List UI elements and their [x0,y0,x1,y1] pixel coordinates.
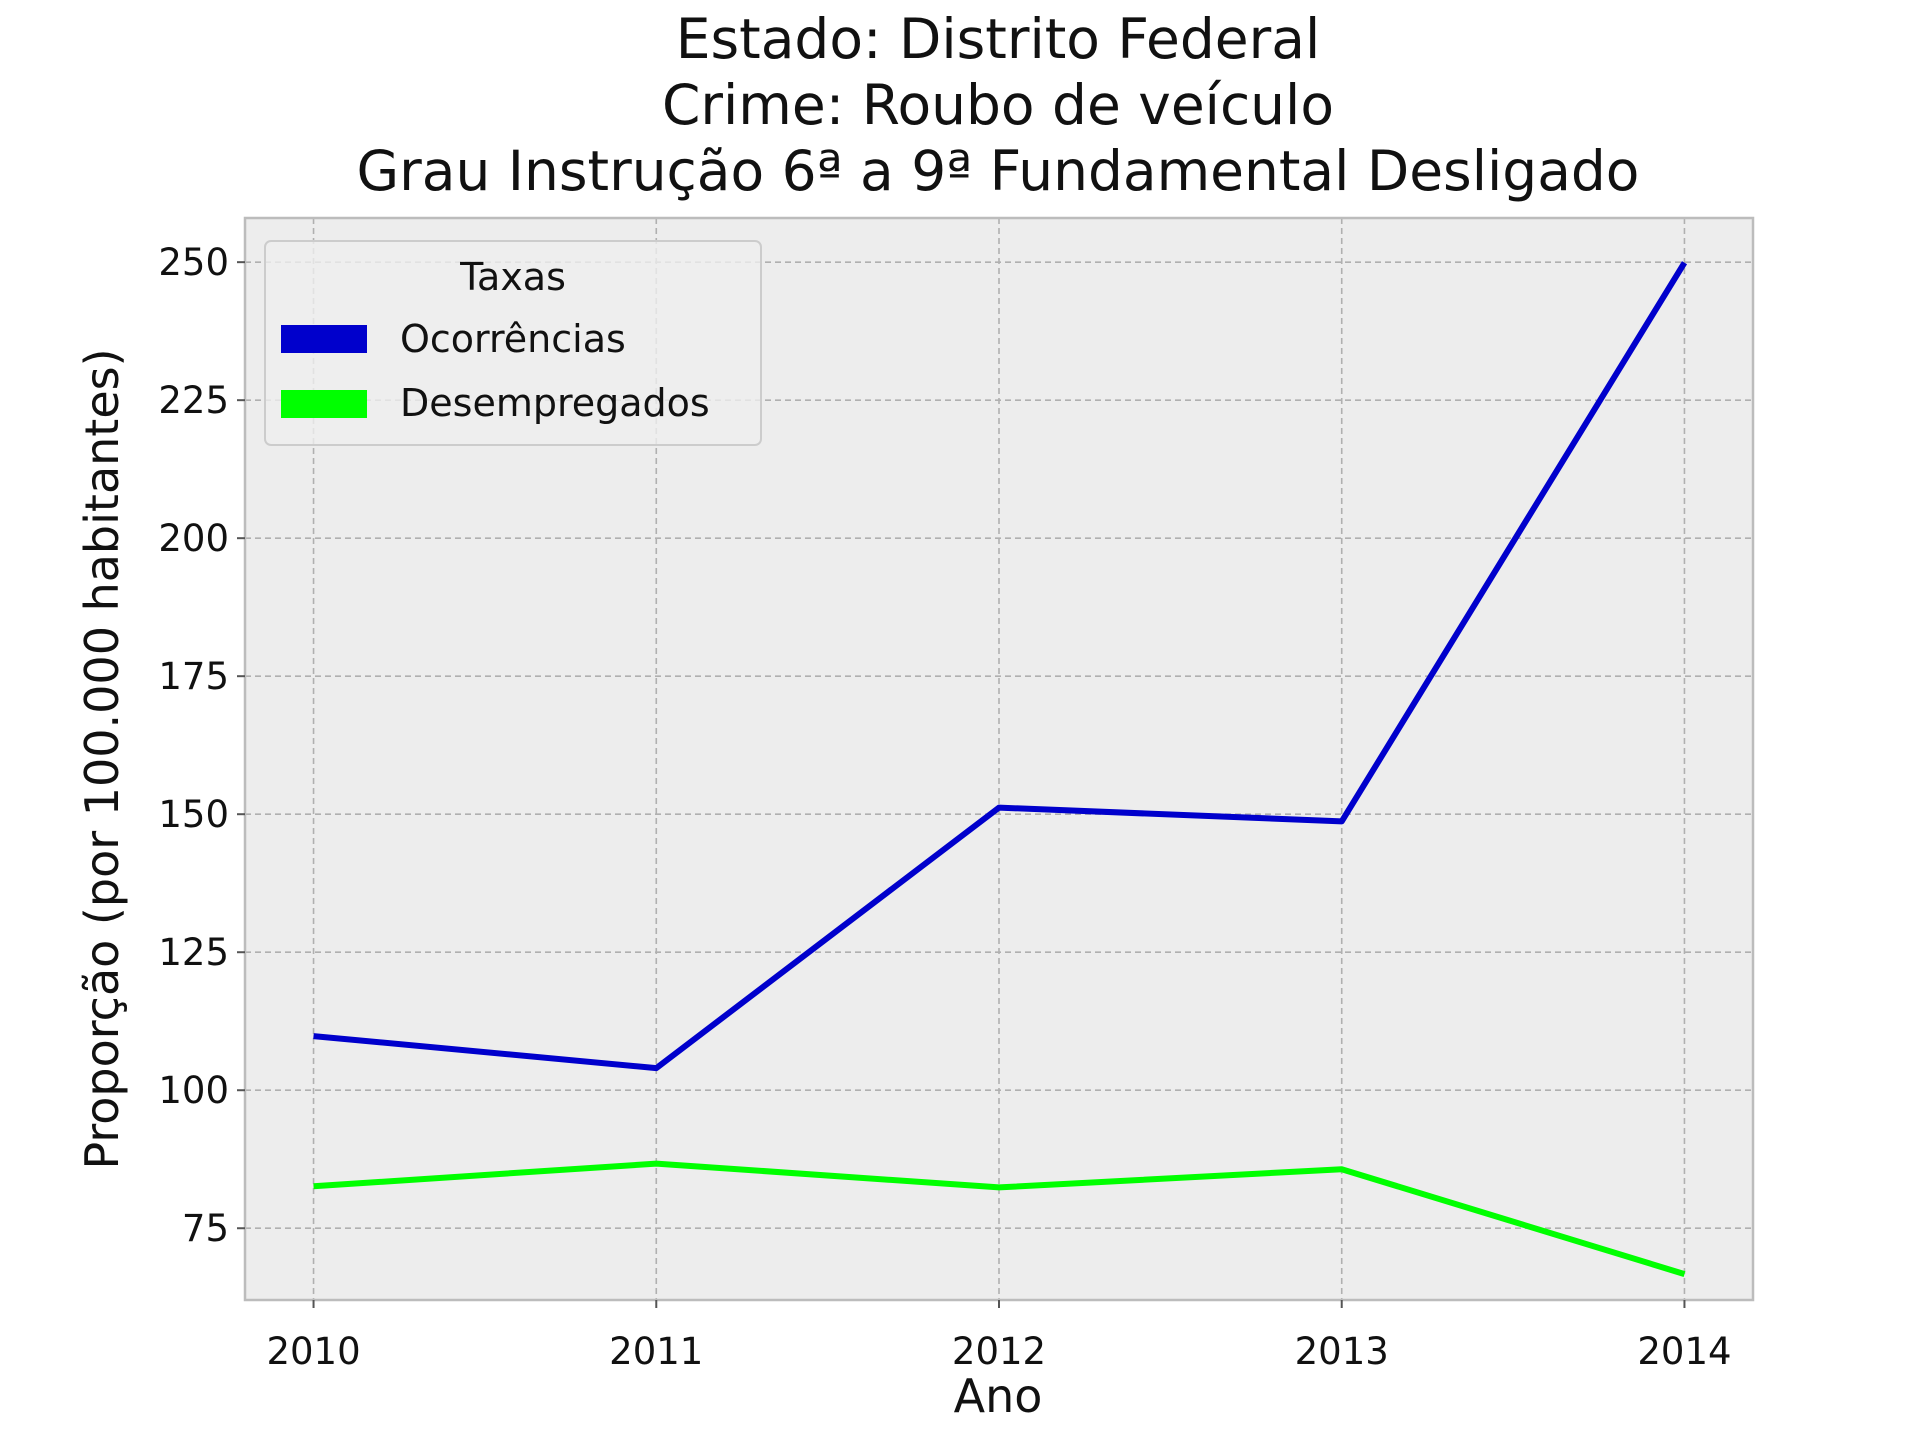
y-axis-label: Proporção (por 100.000 habitantes) [75,348,129,1169]
legend-label-ocorrencias: Ocorrências [400,317,626,361]
x-tick-label: 2014 [1637,1330,1731,1373]
y-tick-label: 150 [158,793,229,836]
series-lines [313,261,1688,1277]
legend-box [264,240,762,446]
x-tick-label: 2010 [266,1330,360,1373]
title-line-2: Crime: Roubo de veículo [662,73,1334,137]
legend-swatch-desempregados [281,390,367,418]
y-tick-label: 100 [158,1069,229,1112]
legend-swatch-ocorrencias [281,325,367,353]
y-tick-label: 125 [158,931,229,974]
y-tick-label: 250 [158,241,229,284]
x-tick-label: 2011 [609,1330,703,1373]
y-tick-label: 175 [158,655,229,698]
chart-title: Estado: Distrito Federal Crime: Roubo de… [357,7,1640,203]
x-axis-label: Ano [954,1369,1043,1423]
title-line-3: Grau Instrução 6ª a 9ª Fundamental Desli… [357,139,1640,203]
x-tick-label: 2012 [952,1330,1046,1373]
y-tick-label: 225 [158,379,229,422]
legend: Taxas Ocorrências Desempregados [264,240,762,446]
series-line-desempregados [313,1160,1686,1277]
title-line-1: Estado: Distrito Federal [676,7,1321,71]
x-tick-label: 2013 [1295,1330,1389,1373]
series-line-ocorrencias [313,261,1688,1072]
legend-title: Taxas [459,255,566,299]
legend-label-desempregados: Desempregados [400,381,710,425]
y-tick-label: 75 [182,1207,229,1250]
axis-ticks: 2010 2011 2012 2013 2014 75 100 125 150 175 200 225… [158,241,1731,1373]
y-tick-label: 200 [158,517,229,560]
